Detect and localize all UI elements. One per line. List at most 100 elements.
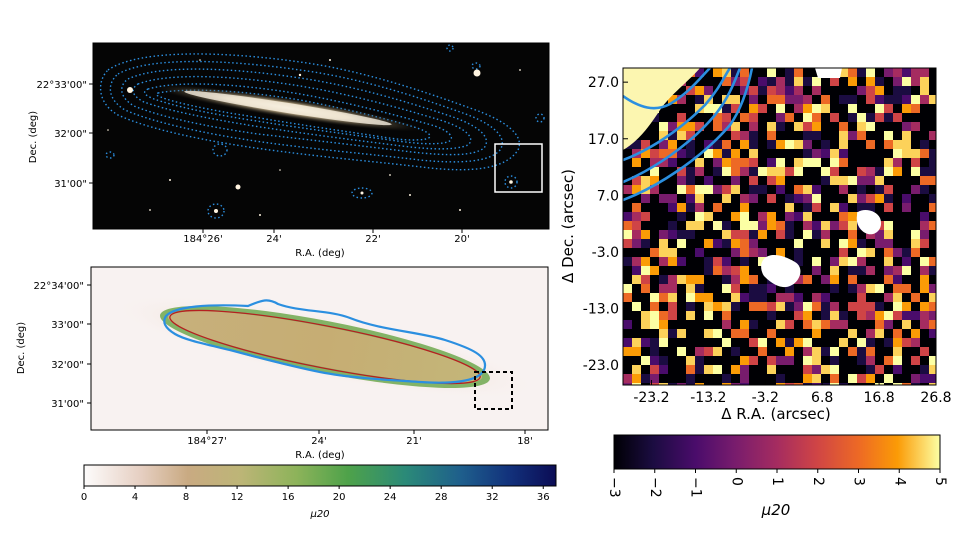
noise-cell bbox=[677, 203, 687, 213]
noise-cell bbox=[902, 248, 912, 258]
noise-cell bbox=[650, 257, 660, 267]
noise-cell bbox=[686, 131, 696, 141]
noise-cell bbox=[722, 86, 732, 96]
noise-cell bbox=[767, 104, 777, 114]
noise-cell bbox=[893, 203, 903, 213]
noise-cell bbox=[812, 338, 822, 348]
noise-cell bbox=[659, 356, 669, 366]
noise-cell bbox=[668, 329, 678, 339]
noise-cell bbox=[884, 293, 894, 303]
colorbar-label: μ20 bbox=[761, 501, 791, 519]
noise-cell bbox=[803, 338, 813, 348]
noise-cell bbox=[740, 185, 750, 195]
noise-cell bbox=[875, 194, 885, 204]
noise-cell bbox=[659, 149, 669, 159]
noise-cell bbox=[722, 104, 732, 114]
noise-cell bbox=[803, 86, 813, 96]
noise-cell bbox=[749, 347, 759, 357]
noise-cell bbox=[650, 347, 660, 357]
noise-cell bbox=[920, 320, 930, 330]
noise-cell bbox=[704, 104, 714, 114]
noise-cell bbox=[821, 230, 831, 240]
colorbar-gradient bbox=[613, 434, 941, 470]
noise-cell bbox=[695, 248, 705, 258]
noise-cell bbox=[929, 248, 936, 258]
noise-cell bbox=[803, 383, 813, 385]
noise-cell bbox=[749, 248, 759, 258]
noise-cell bbox=[875, 347, 885, 357]
noise-cell bbox=[704, 302, 714, 312]
noise-cell bbox=[713, 347, 723, 357]
noise-cell bbox=[839, 338, 849, 348]
noise-cell bbox=[920, 329, 930, 339]
noise-cell bbox=[830, 194, 840, 204]
noise-cell bbox=[632, 329, 642, 339]
noise-cell bbox=[623, 338, 633, 348]
noise-cell bbox=[731, 257, 741, 267]
noise-cell bbox=[812, 239, 822, 249]
noise-cell bbox=[911, 122, 921, 132]
noise-cell bbox=[740, 311, 750, 321]
noise-cell bbox=[929, 338, 936, 348]
noise-cell bbox=[776, 113, 786, 123]
noise-cell bbox=[722, 329, 732, 339]
noise-cell bbox=[641, 347, 651, 357]
noise-cell bbox=[884, 374, 894, 384]
noise-cell bbox=[749, 77, 759, 87]
noise-cell bbox=[740, 356, 750, 366]
mid-ytick-label: 22°34'00" bbox=[33, 281, 84, 292]
noise-cell bbox=[713, 257, 723, 267]
noise-cell bbox=[803, 140, 813, 150]
noise-cell bbox=[722, 275, 732, 285]
noise-cell bbox=[893, 239, 903, 249]
noise-cell bbox=[920, 203, 930, 213]
noise-cell bbox=[884, 203, 894, 213]
noise-cell bbox=[857, 383, 867, 385]
noise-cell bbox=[893, 284, 903, 294]
noise-cell bbox=[848, 257, 858, 267]
colorbar-tick-label: 0 bbox=[728, 477, 744, 486]
noise-cell bbox=[767, 302, 777, 312]
noise-cell bbox=[776, 149, 786, 159]
noise-cell bbox=[911, 347, 921, 357]
noise-cell bbox=[902, 203, 912, 213]
noise-cell bbox=[704, 131, 714, 141]
noise-cell bbox=[830, 302, 840, 312]
noise-cell bbox=[848, 239, 858, 249]
noise-cell bbox=[857, 284, 867, 294]
noise-cell bbox=[848, 374, 858, 384]
noise-cell bbox=[641, 158, 651, 168]
noise-cell bbox=[713, 230, 723, 240]
noise-cell bbox=[722, 356, 732, 366]
noise-cell bbox=[677, 374, 687, 384]
noise-cell bbox=[821, 383, 831, 385]
noise-cell bbox=[704, 365, 714, 375]
noise-cell bbox=[857, 239, 867, 249]
noise-cell bbox=[767, 131, 777, 141]
noise-cell bbox=[911, 212, 921, 222]
noise-cell bbox=[830, 293, 840, 303]
noise-cell bbox=[623, 167, 633, 177]
noise-cell bbox=[668, 365, 678, 375]
noise-cell bbox=[848, 230, 858, 240]
noise-cell bbox=[713, 293, 723, 303]
top-ylabel: Dec. (deg) bbox=[28, 111, 39, 163]
noise-cell bbox=[911, 149, 921, 159]
zoom-ytick-label: -3.0 bbox=[592, 245, 619, 261]
noise-cell bbox=[695, 167, 705, 177]
noise-cell bbox=[704, 347, 714, 357]
noise-cell bbox=[677, 302, 687, 312]
noise-cell bbox=[803, 248, 813, 258]
noise-cell bbox=[857, 113, 867, 123]
noise-cell bbox=[713, 149, 723, 159]
noise-cell bbox=[803, 68, 813, 78]
noise-cell bbox=[920, 311, 930, 321]
noise-cell bbox=[767, 95, 777, 105]
noise-cell bbox=[632, 302, 642, 312]
noise-cell bbox=[632, 347, 642, 357]
noise-cell bbox=[758, 230, 768, 240]
noise-cell bbox=[821, 203, 831, 213]
noise-cell bbox=[785, 329, 795, 339]
noise-cell bbox=[803, 356, 813, 366]
